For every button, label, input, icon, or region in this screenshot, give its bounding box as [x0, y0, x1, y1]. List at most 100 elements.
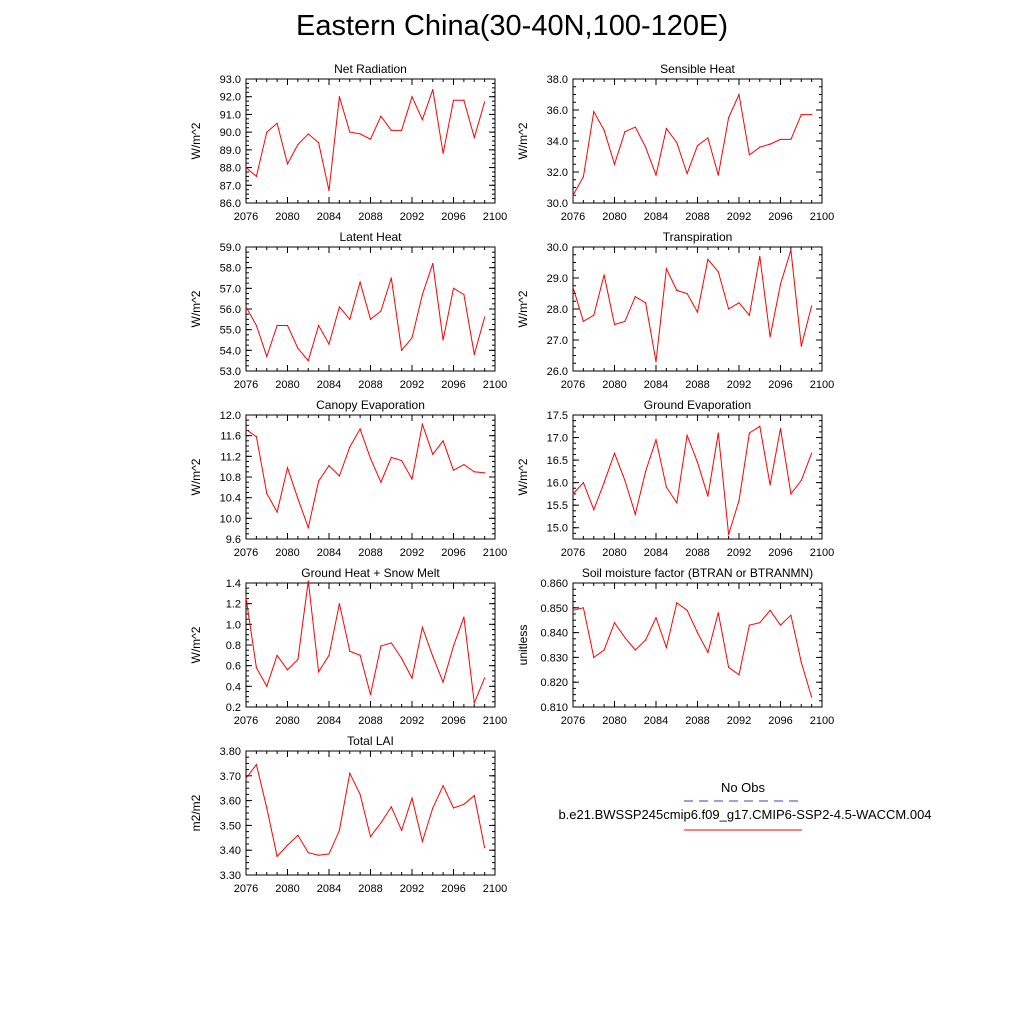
panel-8: Soil moisture factor (BTRAN or BTRANMN) u… — [516, 566, 834, 727]
data-point — [359, 281, 361, 283]
data-point — [748, 154, 750, 156]
y-tick-label: 0.4 — [226, 681, 241, 693]
data-point — [645, 639, 647, 641]
y-tick-label: 93.0 — [220, 74, 241, 86]
x-tick-label: 2092 — [400, 547, 424, 559]
data-point — [318, 142, 320, 144]
data-point — [473, 702, 475, 704]
y-tick-label: 1.4 — [226, 578, 241, 590]
data-point — [484, 472, 486, 474]
y-tick-label: 3.40 — [220, 845, 241, 857]
data-point — [613, 323, 616, 326]
data-point — [593, 110, 595, 113]
data-point — [484, 316, 486, 318]
y-axis-label: unitless — [516, 625, 530, 666]
panel-5: Canopy Evaporation W/m^2 2076 2080 2084 2088 2… — [189, 398, 507, 559]
data-point — [717, 612, 719, 614]
data-point — [307, 527, 309, 529]
y-tick-label: 88.0 — [220, 163, 241, 175]
data-point — [338, 306, 340, 308]
data-point — [665, 268, 667, 270]
data-point — [297, 143, 299, 146]
y-tick-label: 3.30 — [220, 870, 241, 882]
data-point — [349, 772, 351, 774]
x-tick-label: 2100 — [810, 547, 834, 559]
data-point — [572, 493, 574, 495]
data-point — [738, 93, 740, 96]
data-point — [401, 657, 403, 660]
legend-obs-label: No Obs — [720, 780, 766, 795]
data-point — [255, 764, 257, 766]
x-tick-label: 2084 — [644, 211, 668, 223]
x-tick-label: 2080 — [602, 379, 626, 391]
data-point — [790, 249, 792, 251]
data-point — [421, 293, 423, 296]
x-tick-label: 2088 — [358, 379, 382, 391]
y-tick-label: 30.0 — [547, 242, 568, 254]
data-point — [811, 114, 813, 116]
data-point — [634, 649, 636, 651]
data-point — [369, 694, 372, 696]
series-line — [245, 763, 486, 858]
y-tick-label: 92.0 — [220, 92, 241, 104]
data-point — [603, 129, 605, 131]
data-point — [442, 440, 444, 442]
data-point — [338, 96, 340, 98]
data-point — [811, 452, 813, 454]
x-tick-label: 2096 — [441, 211, 465, 223]
data-point — [759, 255, 761, 257]
x-tick-label: 2088 — [685, 547, 709, 559]
x-tick-label: 2076 — [561, 211, 585, 223]
data-point — [738, 500, 740, 502]
data-point — [421, 119, 423, 121]
data-point — [655, 361, 657, 363]
x-tick-label: 2080 — [275, 547, 299, 559]
data-point — [779, 624, 782, 626]
panel-title: Net Radiation — [334, 62, 407, 76]
data-point — [380, 115, 382, 117]
data-point — [245, 428, 247, 431]
x-tick-label: 2092 — [400, 211, 424, 223]
series-line — [245, 263, 486, 362]
x-tick-label: 2076 — [234, 379, 258, 391]
y-tick-label: 55.0 — [220, 325, 241, 337]
y-tick-label: 56.0 — [220, 304, 241, 316]
data-point — [359, 793, 361, 796]
data-point — [634, 126, 636, 128]
data-point — [738, 302, 740, 304]
data-point — [307, 360, 309, 362]
data-point — [452, 807, 455, 809]
y-tick-label: 0.860 — [540, 578, 568, 590]
plot-frame — [245, 78, 496, 204]
data-point — [717, 432, 719, 434]
x-tick-label: 2084 — [644, 715, 668, 727]
y-tick-label: 15.5 — [547, 500, 568, 512]
x-tick-label: 2092 — [727, 715, 751, 727]
legend-case-label: b.e21.BWSSP245cmip6.f09_g17.CMIP6-SSP2-4… — [558, 807, 932, 822]
x-tick-label: 2080 — [275, 883, 299, 895]
x-tick-label: 2092 — [400, 379, 424, 391]
y-tick-label: 16.0 — [547, 478, 568, 490]
data-point — [245, 777, 247, 779]
data-point — [769, 484, 771, 486]
figure-title: Eastern China(30-40N,100-120E) — [295, 10, 729, 42]
x-tick-label: 2096 — [441, 547, 465, 559]
data-point — [624, 479, 626, 481]
data-point — [800, 661, 802, 663]
x-tick-label: 2076 — [561, 715, 585, 727]
data-point — [473, 136, 475, 139]
x-tick-label: 2088 — [358, 547, 382, 559]
y-axis-label: m2/m2 — [189, 794, 203, 831]
data-point — [255, 324, 257, 327]
data-point — [245, 306, 247, 308]
data-point — [452, 645, 455, 647]
y-axis-label: W/m^2 — [189, 290, 203, 327]
panel-title: Canopy Evaporation — [316, 398, 425, 412]
y-tick-label: 3.50 — [220, 820, 241, 832]
series-line — [572, 92, 812, 196]
data-point — [473, 795, 475, 797]
y-tick-label: 54.0 — [220, 345, 241, 357]
data-point — [276, 324, 278, 327]
data-point — [645, 470, 647, 472]
series-line — [245, 422, 485, 530]
